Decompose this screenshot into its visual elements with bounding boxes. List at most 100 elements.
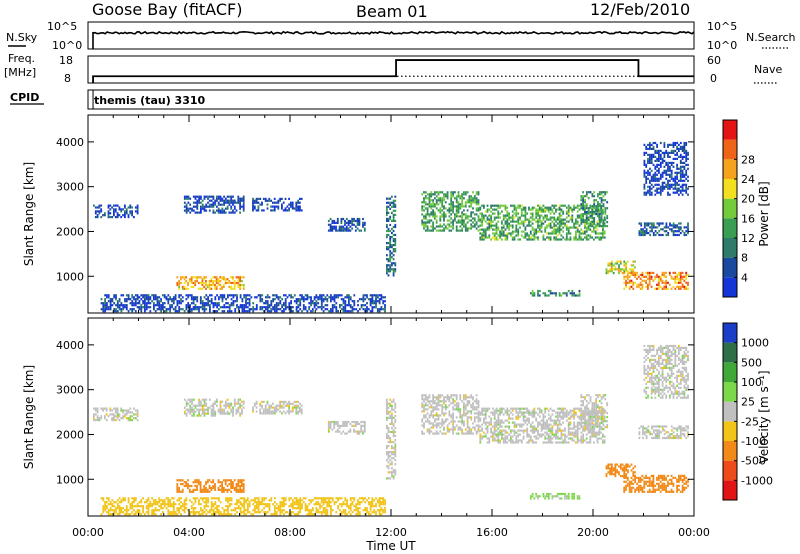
echo-cell <box>573 292 575 295</box>
echo-cell <box>470 428 473 431</box>
echo-region <box>623 271 689 290</box>
echo-cell <box>423 398 425 401</box>
echo-cell <box>504 419 507 422</box>
echo-cell <box>237 400 240 403</box>
echo-cell <box>187 294 190 297</box>
echo-cell <box>495 411 498 414</box>
echo-cell <box>201 308 204 311</box>
echo-cell <box>515 206 518 209</box>
colorbar-tick-label: 28 <box>741 153 755 166</box>
echo-cell <box>511 204 514 207</box>
echo-cell <box>430 195 433 198</box>
echo-cell <box>243 308 246 311</box>
echo-cell <box>533 206 536 209</box>
echo-cell <box>335 302 338 305</box>
echo-cell <box>434 402 436 405</box>
echo-cell <box>208 199 211 202</box>
echo-cell <box>547 433 550 436</box>
echo-cell <box>580 219 583 222</box>
echo-cell <box>546 294 548 297</box>
echo-cell <box>591 217 594 220</box>
echo-cell <box>189 310 191 313</box>
echo-cell <box>679 165 682 168</box>
echo-cell <box>461 420 463 423</box>
echo-cell <box>461 215 463 218</box>
echo-cell <box>600 220 602 223</box>
echo-cell <box>652 226 655 229</box>
echo-cell <box>522 411 525 414</box>
echo-cell <box>268 197 271 200</box>
echo-cell <box>367 308 370 311</box>
echo-cell <box>428 394 431 397</box>
echo-cell <box>169 298 171 301</box>
echo-cell <box>598 214 601 217</box>
echo-cell <box>658 151 660 154</box>
echo-cell <box>473 426 476 429</box>
echo-cell <box>391 400 393 403</box>
echo-cell <box>228 404 231 407</box>
echo-cell <box>270 209 272 212</box>
echo-cell <box>290 402 292 405</box>
echo-cell <box>261 294 264 297</box>
echo-cell <box>645 151 648 154</box>
echo-cell <box>580 207 583 210</box>
echo-cell <box>136 210 139 213</box>
echo-cell <box>650 175 653 178</box>
echo-cell <box>268 404 271 407</box>
echo-cell <box>192 296 195 299</box>
echo-cell <box>217 281 220 285</box>
echo-cell <box>239 203 241 206</box>
echo-cell <box>434 191 436 194</box>
echo-cell <box>116 310 119 313</box>
echo-cell <box>300 408 303 411</box>
echo-cell <box>528 222 530 225</box>
echo-cell <box>268 410 271 413</box>
echo-cell <box>483 435 485 438</box>
echo-cell <box>217 278 220 281</box>
echo-cell <box>268 310 271 313</box>
echo-cell <box>201 203 204 206</box>
echo-cell <box>669 193 671 196</box>
echo-cell <box>642 233 644 237</box>
echo-cell <box>452 422 454 425</box>
echo-cell <box>446 428 449 431</box>
echo-cell <box>645 232 648 235</box>
echo-cell <box>683 232 686 235</box>
echo-cell <box>426 400 429 403</box>
echo-cell <box>264 408 267 411</box>
echo-cell <box>353 223 355 226</box>
echo-cell <box>335 229 337 232</box>
echo-cell <box>573 206 575 209</box>
echo-cell <box>329 229 332 232</box>
echo-cell <box>120 308 123 311</box>
echo-cell <box>535 419 538 422</box>
echo-cell <box>122 294 125 297</box>
echo-cell <box>221 298 224 301</box>
echo-cell <box>125 409 128 412</box>
echo-cell <box>160 300 162 303</box>
echo-cell <box>603 230 606 233</box>
echo-cell <box>424 408 427 411</box>
echo-cell <box>394 430 397 434</box>
echo-cell <box>209 310 211 313</box>
echo-cell <box>107 206 110 209</box>
echo-cell <box>203 207 206 210</box>
echo-cell <box>537 212 539 215</box>
echo-cell <box>300 404 303 407</box>
echo-cell <box>426 203 429 206</box>
echo-cell <box>369 300 372 303</box>
echo-cell <box>533 415 536 418</box>
echo-cell <box>643 161 646 164</box>
echo-cell <box>387 471 390 474</box>
echo-cell <box>537 433 539 436</box>
echo-cell <box>239 276 241 279</box>
echo-cell <box>344 300 347 303</box>
echo-cell <box>647 277 649 280</box>
echo-cell <box>196 280 198 283</box>
echo-cell <box>517 230 520 233</box>
echo-cell <box>291 203 294 206</box>
echo-cell <box>481 413 483 416</box>
echo-cell <box>107 294 110 297</box>
echo-cell <box>351 300 354 303</box>
echo-cell <box>158 296 161 299</box>
